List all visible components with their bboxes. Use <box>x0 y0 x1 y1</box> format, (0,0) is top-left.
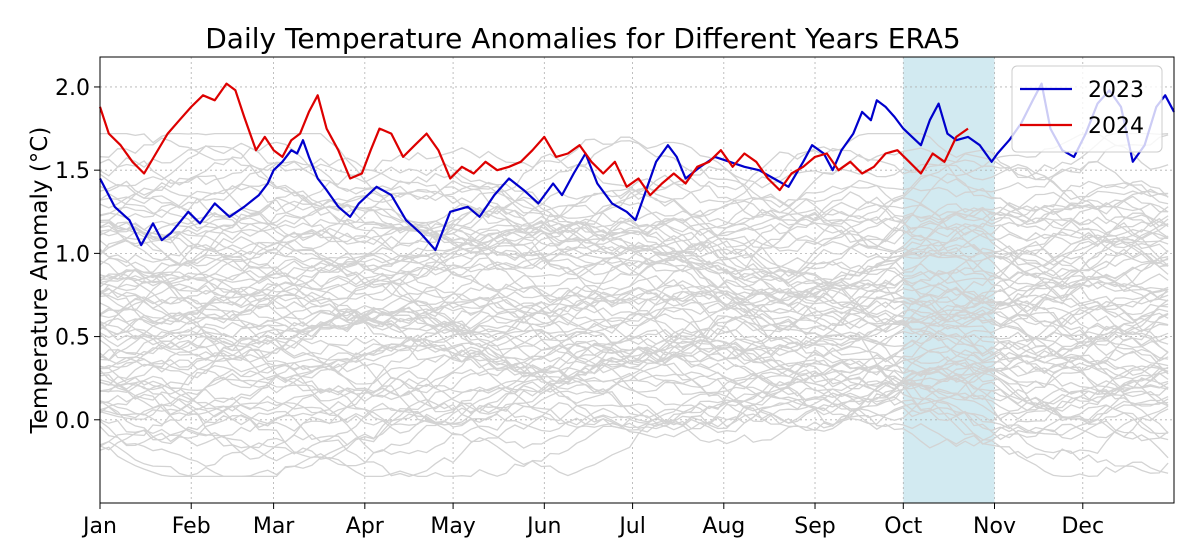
historical-year-line <box>99 234 1169 378</box>
historical-year-line <box>99 270 1169 420</box>
chart-title: Daily Temperature Anomalies for Differen… <box>205 22 961 55</box>
historical-years-layer <box>99 132 1169 478</box>
highlighted-years-layer <box>98 82 1175 252</box>
historical-year-line <box>99 174 1169 276</box>
historical-year-line <box>99 245 1169 425</box>
october-highlight-layer <box>903 57 995 503</box>
plot-frame <box>99 56 1175 504</box>
historical-year-line <box>99 177 1169 325</box>
legend: 2023 2024 <box>1011 65 1163 153</box>
historical-year-line <box>99 263 1169 423</box>
historical-year-line <box>99 298 1169 412</box>
historical-year-line <box>99 161 1169 259</box>
x-tick-label: Jan <box>81 514 117 539</box>
x-tick-label: Jul <box>617 514 646 539</box>
historical-year-line <box>99 240 1169 375</box>
historical-year-line <box>99 268 1169 345</box>
x-tick-label: Dec <box>1061 514 1104 539</box>
historical-year-line <box>99 141 1169 285</box>
historical-year-line <box>99 261 1169 362</box>
historical-year-line <box>99 246 1169 416</box>
legend-box <box>1011 65 1163 153</box>
historical-year-line <box>99 132 1169 245</box>
historical-year-line <box>99 197 1169 347</box>
x-axis-ticks: Jan Feb Mar Apr May Jun Jul Aug Sep Oct Nov Dec <box>81 503 1104 539</box>
legend-label-2024: 2024 <box>1088 114 1144 139</box>
historical-year-line <box>99 272 1169 359</box>
y-axis-ticks: 0.0 0.5 1.0 1.5 2.0 <box>55 76 100 434</box>
historical-year-line <box>99 277 1169 372</box>
x-tick-label: Feb <box>172 514 211 539</box>
historical-year-line <box>99 316 1169 426</box>
historical-year-line <box>99 325 1169 478</box>
historical-year-line <box>99 306 1169 459</box>
historical-year-line <box>99 375 1169 448</box>
historical-year-line <box>99 360 1169 478</box>
historical-year-line <box>99 334 1169 430</box>
historical-year-line <box>99 296 1169 443</box>
x-tick-label: May <box>430 514 475 539</box>
historical-year-line <box>99 346 1169 441</box>
historical-year-line <box>99 211 1169 325</box>
historical-year-line <box>99 295 1169 363</box>
x-tick-label: Mar <box>253 514 295 539</box>
historical-year-line <box>99 334 1169 453</box>
y-tick-label: 0.5 <box>55 326 90 351</box>
series-line-2024 <box>98 82 969 197</box>
y-axis-label: Temperature Anomaly (°C) <box>27 127 53 435</box>
historical-year-line <box>99 224 1169 356</box>
historical-year-line <box>99 275 1169 432</box>
y-tick-label: 2.0 <box>55 76 90 101</box>
y-tick-label: 1.0 <box>55 242 90 267</box>
historical-year-line <box>99 281 1169 346</box>
historical-year-line <box>99 234 1169 326</box>
historical-year-line <box>100 132 1169 254</box>
historical-year-line <box>99 338 1169 430</box>
historical-year-line <box>99 153 1169 290</box>
historical-year-line <box>99 191 1169 300</box>
historical-year-line <box>99 201 1169 273</box>
historical-year-line <box>99 136 1169 272</box>
historical-year-line <box>99 222 1169 329</box>
historical-year-line <box>99 138 1169 280</box>
series-line-2023 <box>99 82 1175 252</box>
historical-year-line <box>99 225 1169 330</box>
historical-year-line <box>99 204 1169 298</box>
historical-year-line <box>99 280 1169 397</box>
historical-year-line <box>99 160 1169 287</box>
x-tick-label: Apr <box>346 514 385 539</box>
historical-year-line <box>99 235 1169 331</box>
x-tick-label: Aug <box>702 514 745 539</box>
x-tick-label: Sep <box>794 514 835 539</box>
x-tick-label: Nov <box>973 514 1016 539</box>
historical-year-line <box>99 389 1169 456</box>
historical-year-line <box>99 322 1169 422</box>
historical-year-line <box>99 248 1169 333</box>
x-tick-label: Oct <box>884 514 922 539</box>
y-tick-label: 1.5 <box>55 159 90 184</box>
y-tick-label: 0.0 <box>55 409 90 434</box>
legend-label-2023: 2023 <box>1088 78 1144 103</box>
historical-year-line <box>99 203 1169 275</box>
x-tick-label: Jun <box>525 514 561 539</box>
october-highlight-band <box>903 57 995 503</box>
historical-year-line <box>99 346 1169 478</box>
historical-year-line <box>99 132 1169 233</box>
